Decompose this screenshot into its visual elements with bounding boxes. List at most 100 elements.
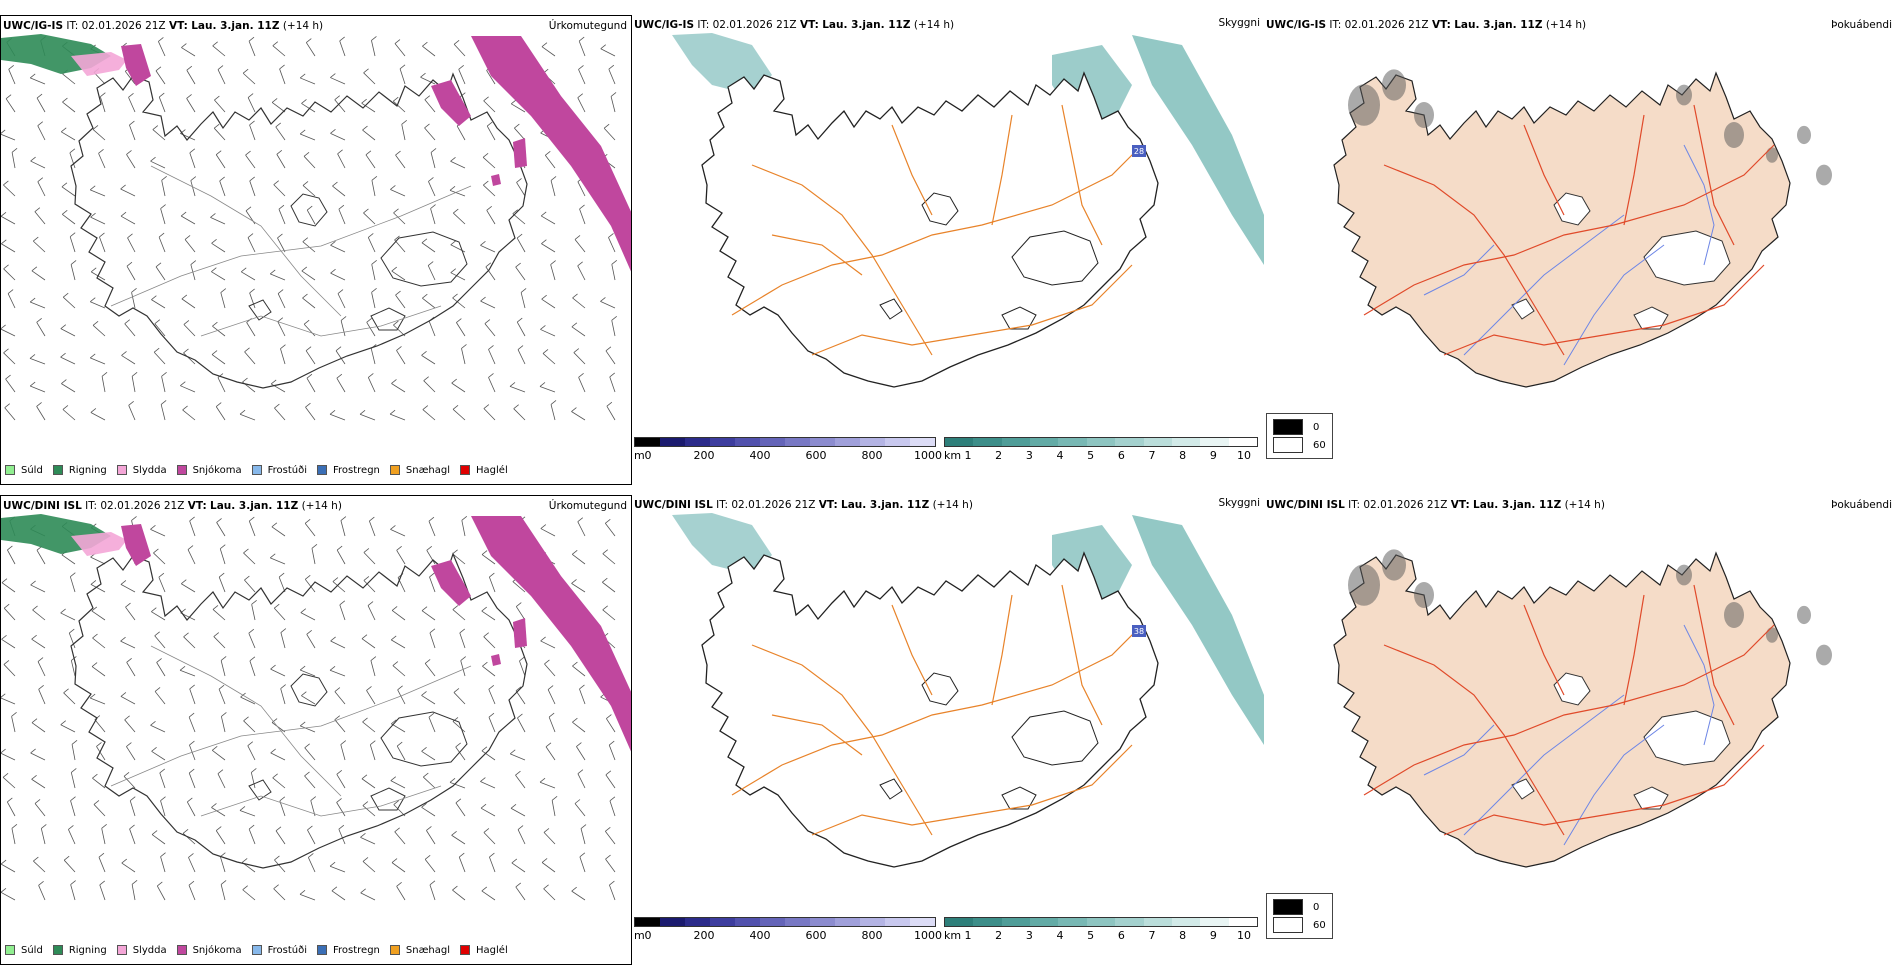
wind-barb (459, 632, 466, 649)
wind-barb (362, 129, 376, 141)
wind-barb (91, 610, 106, 621)
wind-barb-flag (579, 684, 585, 690)
wind-barb (486, 210, 496, 225)
colorbar-tick: 1000 (914, 929, 942, 942)
wind-barb (214, 99, 226, 113)
legend-item: Haglél (460, 942, 508, 958)
wind-barb (449, 189, 466, 197)
wind-barb-flag (189, 684, 195, 690)
wind-barb-flag (3, 603, 10, 609)
wind-barb-flag (60, 608, 66, 614)
wind-barb (156, 662, 166, 677)
wind-barb (155, 70, 166, 85)
wind-barb-flag (244, 575, 250, 581)
wind-barb-flag (247, 233, 254, 238)
wind-barb-flag (304, 743, 310, 749)
wind-barb-flag (123, 772, 130, 777)
wind-barb (481, 554, 496, 565)
wind-barb (453, 692, 466, 705)
wind-barb (182, 409, 196, 421)
wind-barb (486, 70, 496, 85)
wind-barb (602, 553, 616, 565)
wind-barb-flag (484, 319, 491, 324)
road-line (1523, 124, 1565, 216)
wind-barb (131, 376, 136, 393)
wind-barb (579, 856, 586, 873)
wind-barb-flag (3, 180, 9, 186)
wind-barb-flag (248, 824, 255, 830)
wind-barb (458, 69, 466, 85)
fog-panel-bottom: UWC/DINI ISL IT: 02.01.2026 21Z VT: Lau.… (1264, 495, 1896, 965)
wind-barb-flag (120, 184, 126, 190)
wind-barb-flag (542, 349, 549, 354)
wind-barb (302, 297, 316, 309)
wind-barb-flag (1, 859, 7, 865)
wind-barb-flag (515, 770, 521, 776)
glacier-outline (1511, 298, 1535, 320)
wind-barb-flag (31, 266, 38, 272)
wind-barb (572, 721, 586, 733)
wind-barb (424, 127, 436, 141)
wind-barb-flag (150, 720, 156, 726)
wind-barb (545, 746, 556, 761)
wind-barb (572, 297, 586, 309)
wind-barb (30, 301, 46, 309)
wind-barb (211, 750, 226, 761)
wind-barb-flag (481, 550, 488, 555)
wind-barb-flag (451, 830, 457, 836)
wind-barb (101, 828, 106, 845)
fog-patch (1797, 605, 1811, 625)
wind-barb-flag (483, 404, 490, 409)
wind-barb-flag (579, 204, 585, 210)
wind-barb (90, 189, 106, 197)
wind-barb (188, 716, 196, 733)
wind-barb-flag (330, 268, 336, 274)
wind-barb (392, 665, 406, 677)
wind-barb (543, 832, 556, 845)
wind-barb-flag (551, 795, 558, 801)
wind-barb-flag (211, 746, 218, 751)
wind-barb (273, 607, 286, 621)
road-line (1363, 624, 1775, 796)
wind-barb (211, 242, 226, 253)
wind-barb-flag (401, 120, 407, 125)
wind-barb-flag (610, 92, 617, 97)
wind-barb (335, 350, 346, 365)
river-line (1423, 724, 1495, 776)
wind-barb (609, 376, 616, 393)
wind-barb (218, 688, 226, 705)
wind-barb-flag (543, 828, 550, 833)
wind-barb-flag (306, 629, 312, 635)
wind-barb (274, 407, 286, 421)
glacier-outline (370, 787, 406, 811)
wind-barb-flag (482, 152, 489, 158)
wind-barb (611, 320, 616, 337)
wind-barb (571, 411, 586, 421)
wind-barb (212, 325, 226, 337)
wind-barb-flag (390, 185, 396, 190)
wind-barb-flag (516, 317, 523, 323)
wind-barb-flag (511, 858, 518, 864)
wind-barb (1, 639, 16, 649)
wind-barb (336, 774, 346, 789)
legend-item: Frostúði (251, 942, 307, 958)
visibility-panel-bottom: UWC/DINI ISL IT: 02.01.2026 21Z VT: Lau.… (632, 495, 1264, 965)
wind-barb-flag (179, 665, 186, 671)
wind-barb-flag (370, 656, 377, 661)
wind-barb (606, 406, 616, 421)
wind-barb-flag (540, 211, 547, 217)
wind-barb (430, 208, 436, 225)
colorbar-tick: 4 (1056, 449, 1064, 462)
wind-barb (461, 348, 466, 365)
wind-barb (339, 40, 346, 57)
colorbar-tick: 1 (964, 929, 972, 942)
wind-barb (277, 321, 286, 337)
wind-barb (608, 744, 616, 761)
wind-barb (311, 548, 316, 565)
wind-barb-flag (182, 405, 188, 411)
wind-barb (5, 378, 16, 393)
low-visibility-area (672, 513, 772, 575)
wind-barb-flag (242, 885, 248, 891)
snow-patch (491, 654, 501, 666)
legend-item: Súld (5, 462, 43, 478)
